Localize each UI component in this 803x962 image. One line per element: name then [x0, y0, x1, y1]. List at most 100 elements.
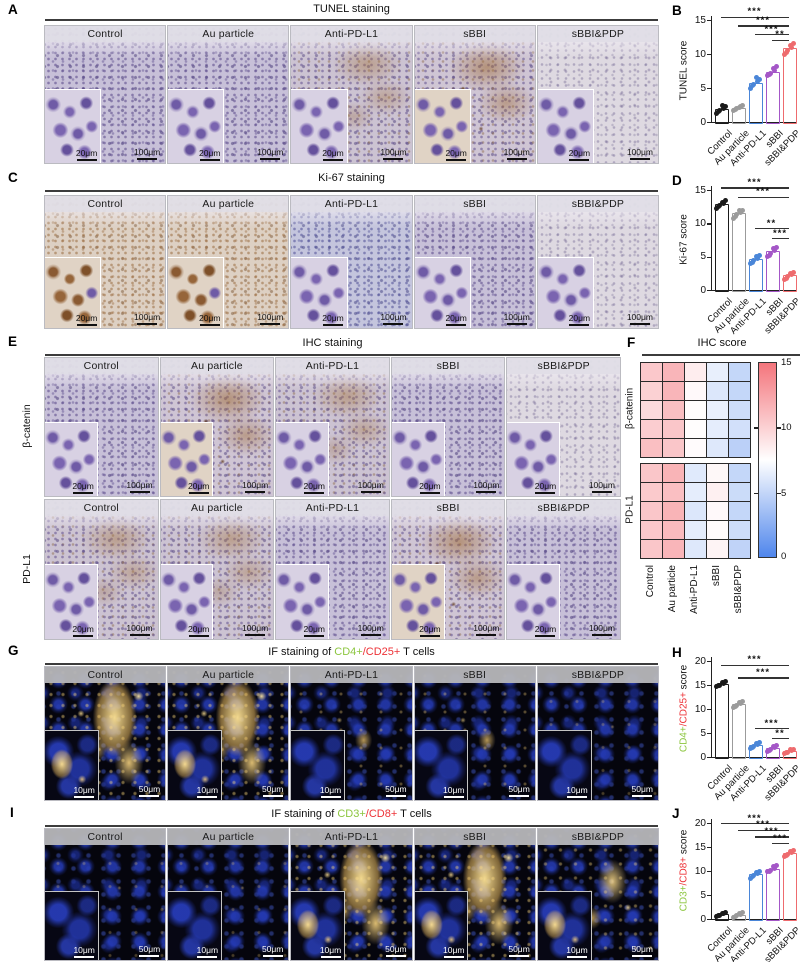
group-label: sBBI: [391, 500, 505, 516]
scale-bar-line: [262, 954, 283, 957]
data-point-Anti-PD-L1: [753, 75, 759, 81]
data-point-sBBI: [766, 252, 772, 258]
group-label: Au particle: [168, 829, 289, 845]
y-tick: [707, 88, 711, 90]
panel-F-title: IHC score: [697, 337, 747, 349]
tissue-image-A-1: Control 20μm 100μm: [45, 26, 166, 163]
heatmap-cell: [640, 501, 663, 521]
row-label-β-catenin: β-catenin: [21, 404, 33, 448]
inset-magnified-view: 10μm: [45, 729, 99, 800]
data-point-Control: [723, 679, 728, 685]
tissue-image-E-r2-4: sBBI 20μm 100μm: [391, 500, 505, 639]
y-tick-label: 10: [694, 48, 706, 60]
scale-bar-main: 100μm: [126, 623, 153, 636]
data-point-Au particle: [736, 911, 742, 917]
bar-sBBI: [765, 868, 780, 921]
y-tick-label: 10: [694, 865, 706, 877]
group-label: Control: [45, 26, 166, 42]
heatmap-cell: [728, 419, 751, 439]
title-part: CD4+: [334, 646, 363, 658]
y-tick-label: 15: [694, 14, 706, 26]
data-point-Au particle: [740, 102, 745, 108]
heatmap-cell: [662, 539, 685, 559]
y-tick: [707, 757, 711, 759]
scale-bar-line: [188, 634, 209, 637]
y-tick-label: 15: [694, 184, 706, 196]
scale-bar-line: [443, 795, 464, 798]
sig-line: [754, 34, 789, 36]
data-point-Au particle: [740, 699, 745, 705]
scale-bar-line: [139, 794, 160, 797]
scale-bar-line: [76, 158, 97, 161]
inset-magnified-view: 10μm: [168, 890, 223, 960]
scale-bar-inset: 10μm: [320, 945, 341, 958]
y-tick: [707, 661, 711, 663]
scale-bar-line: [262, 794, 283, 797]
title-part: /CD25+: [362, 646, 401, 658]
scale-bar-line: [137, 322, 158, 325]
heatmap-cell: [706, 463, 729, 483]
colorbar-tick: [777, 492, 781, 494]
scale-bar-inset: 20μm: [199, 148, 220, 161]
scale-bar-line: [419, 491, 440, 494]
heatmap-cell: [728, 520, 751, 540]
data-point-sBBI&PDP: [787, 848, 793, 854]
bar-sBBI&PDP: [782, 852, 797, 921]
data-point-Anti-PD-L1: [757, 740, 762, 746]
inset-magnified-view: 20μm: [160, 421, 214, 496]
data-point-sBBI: [766, 868, 772, 874]
panel-C-title-underline: [45, 190, 658, 192]
panel-E-title-underline: [45, 354, 620, 356]
scale-bar-main: 50μm: [508, 944, 530, 957]
sig-line: [720, 16, 789, 18]
scale-bar-line: [632, 794, 653, 797]
group-label: sBBI&PDP: [537, 26, 658, 42]
scale-bar-main: 100μm: [134, 147, 160, 160]
y-axis-title-part: score: [678, 829, 690, 857]
data-point-Anti-PD-L1: [753, 870, 759, 876]
heatmap-column-label: Au particle: [667, 565, 678, 613]
group-label: Anti-PD-L1: [291, 667, 412, 683]
title-part: IHC staining: [302, 337, 363, 349]
panel-G-title: IF staining of CD4+/CD25+ T cells: [268, 646, 435, 658]
scale-bar-line: [304, 634, 325, 637]
y-tick-label: 15: [694, 679, 706, 691]
scale-bar-line: [535, 634, 556, 637]
group-label: sBBI: [414, 26, 535, 42]
sig-stars: ***: [764, 23, 779, 35]
sig-stars: **: [775, 29, 785, 41]
group-label: Control: [45, 500, 158, 516]
inset-magnified-view: 20μm: [168, 257, 225, 328]
group-label: Anti-PD-L1: [276, 500, 389, 516]
panel-label-A: A: [8, 2, 18, 17]
inset-magnified-view: 10μm: [414, 890, 469, 960]
chart-B-y-axis: [711, 16, 713, 123]
scale-bar-line: [591, 490, 612, 493]
data-point-Control: [723, 198, 728, 204]
tissue-image-A-2: Au particle 20μm 100μm: [168, 26, 289, 163]
heatmap-cell: [684, 438, 707, 458]
y-tick-label: 20: [694, 655, 706, 667]
heatmap-cell: [640, 419, 663, 439]
scale-bar-line: [304, 491, 325, 494]
y-tick: [707, 895, 711, 897]
data-point-sBBI&PDP: [787, 270, 793, 276]
heatmap-cell: [684, 539, 707, 559]
tissue-image-G-2: Au particle 10μm 50μm: [168, 667, 289, 800]
inset-magnified-view: 20μm: [160, 564, 214, 639]
scale-bar-line: [509, 794, 530, 797]
panel-I-title: IF staining of CD3+/CD8+ T cells: [271, 808, 431, 820]
tissue-image-A-4: sBBI 20μm 100μm: [414, 26, 535, 163]
data-point-Au particle: [732, 106, 738, 112]
bar-sBBI: [765, 71, 780, 124]
heatmap-cell: [706, 501, 729, 521]
scale-bar-main: 100μm: [358, 480, 384, 493]
scale-bar-line: [320, 795, 341, 798]
scale-bar-line: [569, 323, 590, 326]
sig-stars: ***: [772, 832, 788, 844]
data-point-Control: [715, 204, 721, 210]
colorbar-tick: [754, 492, 758, 494]
inset-magnified-view: 20μm: [414, 257, 471, 328]
tissue-image-I-2: Au particle 10μm 50μm: [168, 829, 289, 960]
